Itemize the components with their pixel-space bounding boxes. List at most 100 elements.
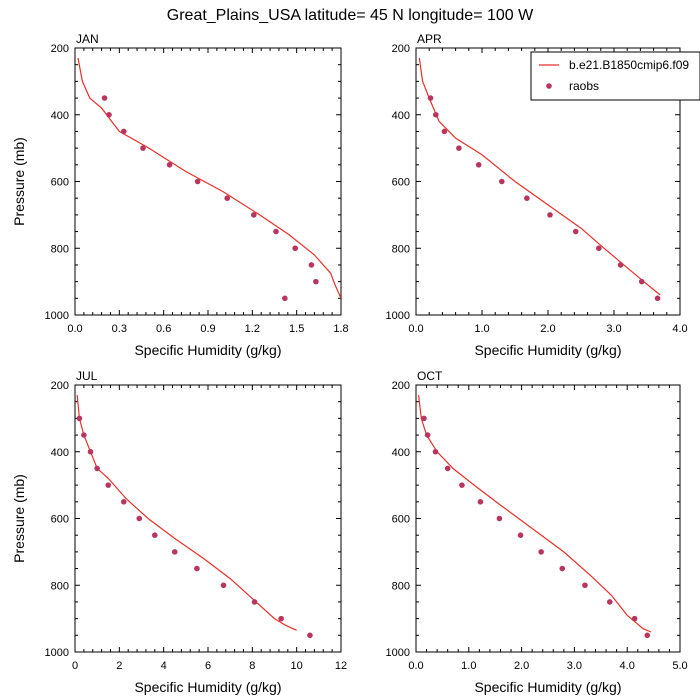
- panel-oct-xlabel: Specific Humidity (g/kg): [474, 679, 621, 695]
- legend-box: [530, 51, 700, 101]
- panel-apr-ytick-label: 800: [392, 243, 410, 255]
- panel-oct-raobs-point: [444, 465, 451, 472]
- panel-jul-raobs-point: [307, 632, 313, 639]
- panel-oct-plot-area: [418, 394, 652, 639]
- panel-apr-raobs-point: [427, 95, 434, 101]
- panel-jul-raobs-point: [81, 432, 87, 438]
- panel-jan-xtick-label: 1.2: [245, 323, 260, 335]
- panel-jul-xtick-label: 6: [205, 660, 211, 672]
- panel-jan-raobs-point: [194, 178, 201, 185]
- panel-jul-raobs-point: [152, 532, 158, 538]
- panel-oct-raobs-point: [421, 415, 427, 422]
- panel-jul-xlabel: Specific Humidity (g/kg): [134, 679, 281, 695]
- panel-jul-raobs-point: [94, 465, 100, 472]
- panel-oct-ytick-label: 600: [392, 514, 410, 526]
- panel-jul-ytick-label: 400: [51, 447, 69, 459]
- panel-oct-raobs-point: [582, 582, 588, 589]
- panel-jul-model-line: [76, 394, 297, 631]
- panel-jan-xtick-label: 0.9: [200, 323, 215, 335]
- panel-jan-ytick-label: 200: [51, 43, 69, 55]
- panel-jan-raobs-point: [120, 128, 127, 135]
- panel-jan-raobs-point: [273, 228, 279, 235]
- panel-jul-raobs-point: [76, 415, 83, 422]
- panel-oct-xtick-label: 2.0: [514, 660, 529, 672]
- panel-oct-model-line: [418, 394, 652, 633]
- panel-jan-ytick-label: 800: [51, 243, 69, 255]
- panel-apr-xtick-label: 4.0: [672, 323, 687, 335]
- panel-jul-ytick-label: 600: [51, 514, 69, 526]
- panel-jul-ylabel: Pressure (mb): [11, 474, 27, 563]
- panel-jul-ytick-label: 200: [51, 380, 69, 392]
- panel-jul-frame: [74, 384, 342, 653]
- panel-oct-ytick-label: 1000: [386, 647, 410, 659]
- panel-apr-raobs-point: [499, 178, 505, 185]
- panel-jul-xtick-label: 2: [116, 660, 122, 672]
- panel-jan: JAN 0.0 0.3 0.6 0.9 1.2 1.5 1.8 200 400 600 800 1000…: [11, 32, 349, 358]
- panel-oct-xtick-label: 4.0: [620, 660, 635, 672]
- panel-oct-frame: [415, 384, 681, 653]
- panel-oct-raobs-point: [424, 432, 431, 438]
- panel-jul-xtick-label: 10: [291, 660, 303, 672]
- panel-oct-xtick-label: 0.0: [408, 660, 423, 672]
- panel-jan-ytick-label: 400: [51, 110, 69, 122]
- panel-apr-plot-area: [418, 57, 661, 302]
- panel-apr-raobs-point: [547, 212, 553, 218]
- panel-jan-raobs-point: [282, 295, 288, 302]
- panel-jan-label: JAN: [76, 32, 99, 46]
- panel-apr-ytick-label: 1000: [386, 310, 410, 322]
- panel-apr-raobs-point: [596, 245, 602, 252]
- panel-apr-raobs-point: [572, 228, 579, 235]
- panel-apr-raobs-point: [433, 111, 439, 118]
- panel-jan-xtick-label: 0.0: [67, 323, 82, 335]
- panel-oct-xtick-label: 5.0: [672, 660, 687, 672]
- panel-apr-xlabel: Specific Humidity (g/kg): [474, 342, 621, 358]
- panel-oct-raobs-point: [496, 515, 503, 522]
- panel-jul-raobs-point: [136, 515, 143, 522]
- panel-oct-raobs-point: [477, 499, 484, 505]
- panel-oct-ytick-label: 200: [392, 380, 410, 392]
- legend-model-label: b.e21.B1850cmip6.f09: [569, 58, 689, 72]
- panel-jan-raobs-point: [308, 262, 315, 268]
- legend-obs-swatch: [546, 83, 552, 89]
- panel-oct-raobs-point: [459, 482, 465, 488]
- panel-jul-raobs-point: [220, 582, 227, 589]
- panel-apr-ytick-label: 200: [392, 43, 410, 55]
- panel-jan-raobs-point: [166, 162, 173, 168]
- panel-jan-ylabel: Pressure (mb): [11, 137, 27, 226]
- panel-oct-raobs-point: [432, 448, 439, 455]
- panel-jul-xtick-label: 12: [335, 660, 347, 672]
- panel-oct-raobs-point: [631, 615, 638, 622]
- panel-jul-ytick-label: 800: [51, 580, 69, 592]
- panel-jan-raobs-point: [313, 278, 319, 285]
- panel-oct-raobs-point: [538, 549, 544, 555]
- panel-jul-raobs-point: [278, 615, 284, 622]
- panel-oct-raobs-point: [606, 599, 613, 605]
- panel-apr: APR 0.0 1.0 2.0 3.0 4.0 200 400 600 800 1000 Specif…: [386, 32, 688, 358]
- panel-jul-plot-area: [76, 394, 313, 639]
- panel-oct-xtick-label: 1.0: [461, 660, 476, 672]
- panel-jan-raobs-point: [251, 212, 257, 218]
- panel-jul-xtick-label: 8: [249, 660, 255, 672]
- panel-apr-raobs-point: [475, 162, 482, 168]
- panel-apr-ytick-label: 400: [392, 110, 410, 122]
- panel-jan-raobs-point: [106, 111, 112, 118]
- panel-jan-raobs-point: [140, 145, 146, 151]
- panel-apr-label: APR: [417, 32, 442, 46]
- panel-oct-xtick-label: 3.0: [567, 660, 582, 672]
- panel-apr-raobs-point: [441, 128, 448, 135]
- legend: b.e21.B1850cmip6.f09 raobs: [530, 51, 700, 101]
- main-title: Great_Plains_USA latitude= 45 N longitud…: [167, 7, 534, 24]
- panel-jan-model-line: [77, 57, 341, 299]
- panel-apr-raobs-point: [654, 295, 661, 302]
- panel-jan-xlabel: Specific Humidity (g/kg): [134, 342, 281, 358]
- panel-jan-xtick-label: 0.6: [156, 323, 171, 335]
- panel-jul-xtick-label: 0: [72, 660, 78, 672]
- panel-jan-raobs-point: [292, 245, 298, 252]
- panel-jul-ytick-label: 1000: [45, 647, 69, 659]
- panel-jan-raobs-point: [101, 95, 108, 101]
- panel-jan-ytick-label: 600: [51, 177, 69, 189]
- panel-apr-raobs-point: [456, 145, 462, 151]
- panel-oct-raobs-point: [559, 565, 566, 572]
- panel-jul-label: JUL: [76, 369, 98, 383]
- panel-jul-raobs-point: [120, 499, 127, 505]
